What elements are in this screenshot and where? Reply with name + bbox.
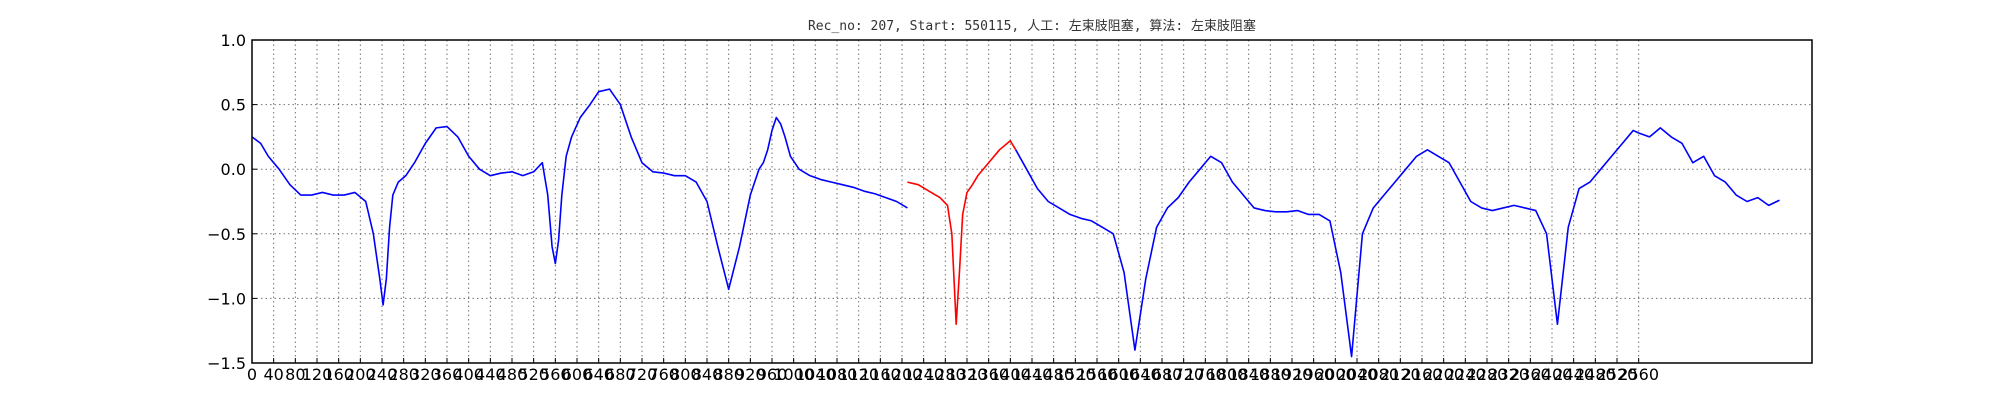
x-tick-label: 1600 xyxy=(1098,365,1139,384)
x-tick-label: 80 xyxy=(285,365,305,384)
x-tick-label: 1240 xyxy=(903,365,944,384)
x-tick-label: 640 xyxy=(583,365,614,384)
x-tick-label: 1520 xyxy=(1055,365,1096,384)
x-tick-label: 240 xyxy=(367,365,398,384)
x-tick-label: 40 xyxy=(263,365,283,384)
x-tick-label: 1760 xyxy=(1185,365,1226,384)
x-axis-ticks: 0 40 8012016020024028032036040044048052056… xyxy=(247,358,1659,384)
x-tick-label: 1360 xyxy=(968,365,1009,384)
y-tick-label: 0.0 xyxy=(221,160,246,179)
x-tick-label: 2400 xyxy=(1532,365,1573,384)
x-tick-label: 520 xyxy=(518,365,549,384)
x-tick-label: 880 xyxy=(713,365,744,384)
x-tick-label: 360 xyxy=(432,365,463,384)
x-tick-label: 1440 xyxy=(1012,365,1053,384)
x-tick-label: 1120 xyxy=(838,365,879,384)
x-tick-label: 1320 xyxy=(947,365,988,384)
x-tick-label: 2080 xyxy=(1358,365,1399,384)
chart-title: Rec_no: 207, Start: 550115, 人工: 左束肢阻塞, 算… xyxy=(808,18,1256,34)
x-tick-label: 680 xyxy=(605,365,636,384)
x-tick-label: 400 xyxy=(453,365,484,384)
x-tick-label: 600 xyxy=(562,365,593,384)
x-tick-label: 2520 xyxy=(1597,365,1638,384)
ecg-series-line xyxy=(1638,127,1780,207)
x-tick-label: 2560 xyxy=(1618,365,1659,384)
x-tick-label: 2440 xyxy=(1553,365,1594,384)
x-tick-label: 2040 xyxy=(1337,365,1378,384)
x-tick-label: 960 xyxy=(757,365,788,384)
x-tick-label: 320 xyxy=(410,365,441,384)
x-tick-label: 2000 xyxy=(1315,365,1356,384)
ecg-series-line xyxy=(251,88,908,306)
x-tick-label: 1720 xyxy=(1163,365,1204,384)
x-tick-label: 120 xyxy=(302,365,333,384)
x-tick-label: 1920 xyxy=(1272,365,1313,384)
x-tick-label: 0 xyxy=(247,365,257,384)
x-tick-label: 440 xyxy=(475,365,506,384)
x-tick-label: 2480 xyxy=(1575,365,1616,384)
x-tick-label: 480 xyxy=(497,365,528,384)
x-tick-label: 1200 xyxy=(882,365,923,384)
x-tick-label: 1160 xyxy=(860,365,901,384)
x-tick-label: 720 xyxy=(627,365,658,384)
x-tick-label: 1680 xyxy=(1142,365,1183,384)
x-tick-label: 2200 xyxy=(1423,365,1464,384)
ecg-series xyxy=(251,88,1780,358)
x-tick-label: 1880 xyxy=(1250,365,1291,384)
x-tick-label: 2120 xyxy=(1380,365,1421,384)
x-tick-label: 2320 xyxy=(1488,365,1529,384)
y-tick-label: −0.5 xyxy=(207,225,246,244)
x-tick-label: 1080 xyxy=(817,365,858,384)
x-tick-label: 840 xyxy=(692,365,723,384)
x-tick-label: 160 xyxy=(323,365,354,384)
x-tick-label: 2360 xyxy=(1510,365,1551,384)
grid-lines xyxy=(251,39,1812,364)
y-axis-ticks: 1.0 0.5 0.0 −0.5 −1.0 −1.5 xyxy=(207,31,257,373)
y-tick-label: −1.5 xyxy=(207,354,246,373)
x-tick-label: 1560 xyxy=(1077,365,1118,384)
x-tick-label: 2240 xyxy=(1445,365,1486,384)
ecg-series-line xyxy=(1015,129,1640,358)
x-tick-label: 2160 xyxy=(1402,365,1443,384)
x-tick-label: 800 xyxy=(670,365,701,384)
y-tick-label: 1.0 xyxy=(221,31,246,50)
x-tick-label: 1840 xyxy=(1228,365,1269,384)
x-tick-label: 280 xyxy=(388,365,419,384)
ecg-series-line xyxy=(907,139,1017,326)
x-tick-label: 920 xyxy=(735,365,766,384)
x-tick-label: 1640 xyxy=(1120,365,1161,384)
x-tick-label: 760 xyxy=(648,365,679,384)
x-tick-label: 1480 xyxy=(1033,365,1074,384)
y-tick-label: −1.0 xyxy=(207,289,246,308)
x-tick-label: 1800 xyxy=(1207,365,1248,384)
x-tick-label: 560 xyxy=(540,365,571,384)
x-tick-label: 1400 xyxy=(990,365,1031,384)
x-tick-label: 2280 xyxy=(1467,365,1508,384)
x-tick-label: 1040 xyxy=(795,365,836,384)
y-tick-label: 0.5 xyxy=(221,96,246,115)
x-tick-label: 200 xyxy=(345,365,376,384)
x-tick-label: 1000 xyxy=(773,365,814,384)
x-tick-label: 1280 xyxy=(925,365,966,384)
x-tick-label: 1960 xyxy=(1293,365,1334,384)
